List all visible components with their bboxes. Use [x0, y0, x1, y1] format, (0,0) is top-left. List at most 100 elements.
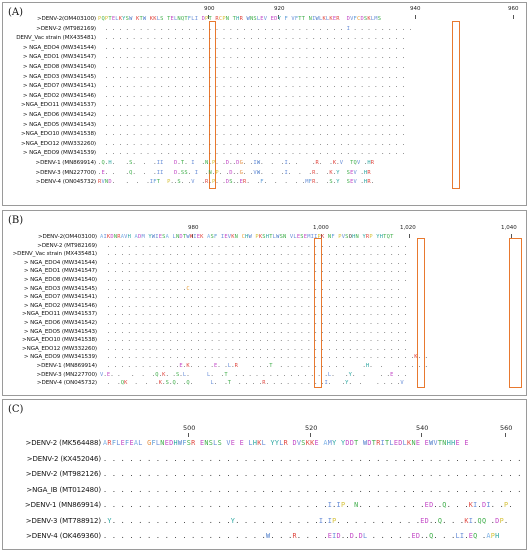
sequence-residues: . . . . . . . . . . . . . . . . . . . . … — [104, 54, 406, 61]
sequence-residues: . . . . . . . . . . .E.K. . . .E. .L.R .… — [106, 363, 429, 369]
sequence-name: > NGA_EDO5 (MW341543) — [23, 328, 97, 335]
sequence-name: >DENV-3 (MN227700) — [36, 371, 98, 378]
position-tick: 1,000 — [313, 225, 329, 231]
sequence-residues: PQPTELKYSW KTW KKLS TELNQTFLI DPT RCPN T… — [98, 16, 382, 22]
sequence-residues: . . . . . . . . . . . . . . . . . . . . … — [104, 73, 406, 80]
sequence-name: >NGA_EDO12 (MW332260) — [21, 140, 96, 147]
tick-mark — [511, 234, 512, 238]
sequence-row: > NGA_EDO8 (MW341540) . . . . . . . . . … — [3, 276, 524, 284]
sequence-name: >DENV-2 (MK564488) — [25, 439, 101, 447]
sequence-row: >DENV-3 (MT788912) .Y. . . . . . . . . . … — [3, 516, 524, 527]
sequence-row: >DENV-1 (MN869914) .Q.H. .S. . .II D.T. I… — [3, 159, 524, 167]
sequence-residues: . . . . . . . . . . . .C. . . . . . . . … — [106, 285, 401, 292]
sequence-name: >DENV-2 (MT982169) — [37, 242, 97, 249]
sequence-residues: . . . . . . . . . . . . . . . . . . . . … — [106, 242, 408, 249]
sequence-row: >DENV-4 (ON045732) . .QK . . .K.S.Q. .Q.… — [3, 379, 524, 387]
sequence-residues: . . . . . . . . . . . . . . . . . . . . … — [103, 485, 522, 494]
position-tick: 520 — [305, 424, 318, 432]
sequence-row: > NGA_EDO5 (MW341543) . . . . . . . . . … — [3, 121, 524, 129]
sequence-name: >DENV-2 (MT982126) — [25, 470, 101, 478]
sequence-name: >NGA_EDO10 (MW341538) — [22, 337, 97, 344]
sequence-residues: . . . . . . . . . . . . . . . . . . . . … — [103, 501, 513, 509]
highlight-box — [209, 21, 216, 189]
sequence-name: >NGA_EDO12 (MW332260) — [22, 345, 97, 352]
position-tick: 940 — [410, 6, 421, 12]
sequence-name: >DENV-2(OM403100) — [37, 234, 97, 240]
sequence-row: >DENV-2 (KX452046). . . . . . . . . . . … — [3, 454, 524, 465]
sequence-residues: RVND. . . .IFT P..S. .V .R.P. .DS..ER. .… — [98, 179, 375, 186]
sequence-name: > NGA_EDO5 (MW341543) — [22, 121, 96, 128]
sequence-name: >DENV-4 (ON045732) — [35, 179, 96, 186]
sequence-residues: . . . . . . . . . . . . . . . . . . . . … — [106, 268, 408, 275]
sequence-residues: . . . . . . . . . . . . . . . . . . . . … — [106, 277, 408, 283]
highlight-box — [509, 238, 522, 388]
sequence-residues: . . . . . . . . . . . . . . . . . . . . … — [103, 470, 522, 478]
sequence-residues: . . . . . . . . . . . . . . . . . . . . … — [106, 345, 408, 352]
sequence-row: >NGA_EDO11 (MW341537) . . . . . . . . . … — [3, 310, 524, 318]
sequence-row: > NGA_EDO6 (MW341542) . . . . . . . . . … — [3, 319, 524, 327]
sequence-row: > NGA_EDO6 (MW341542) . . . . . . . . . … — [3, 111, 524, 119]
sequence-residues: . . . . . . . . . . . . . . . . . . . . … — [106, 328, 408, 335]
tick-mark — [321, 234, 322, 238]
sequence-residues: . . . . . . . . . . . . . . . . . . . . … — [104, 92, 406, 99]
sequence-row: > NGA_EDO9 (MW341539) . . . . . . . . . … — [3, 149, 524, 157]
sequence-residues: V.E. . . . .Q.K. .S.L. L. .T . . . . . .… — [100, 371, 408, 378]
highlight-box — [452, 21, 460, 189]
sequence-name: >DENV-1 (MN869914) — [35, 160, 97, 166]
sequence-row: >DENV-2 (MK564488) ARFLEFEAL GFLNEDHWFSR … — [3, 438, 524, 449]
sequence-row: > NGA_EDO5 (MW341543) . . . . . . . . . … — [3, 328, 524, 336]
sequence-name: > NGA_EDO1 (MW341547) — [22, 54, 96, 61]
sequence-residues: . . . . . . . . . . . . . . . . . . . . … — [106, 320, 408, 326]
sequence-row: >NGA_IB (MT012480). . . . . . . . . . . … — [3, 485, 524, 496]
sequence-residues: .Q.H. .S. . .II D.T. I .N.P. .D..DG. .IW… — [98, 160, 375, 166]
alignment-panel-c: (C) 500 520 540 560 >DENV-2 (MK564488) AR… — [2, 399, 527, 550]
sequence-name: >NGA_EDO11 (MW341537) — [21, 102, 96, 109]
tick-mark — [415, 15, 416, 19]
sequence-residues: . . . . . . . . . . . . . . . . . . . . … — [104, 44, 406, 51]
tick-mark — [513, 15, 514, 19]
sequence-name: >NGA_EDO11 (MW341537) — [22, 311, 97, 318]
sequence-row: >DENV-4 (ON045732) RVND. . . .IFT P..S. .… — [3, 178, 524, 186]
sequence-name: >DENV-2 (KX452046) — [26, 454, 101, 463]
sequence-row: >DENV-2(OM403100) AIKDNRAVH ADM YWIESA LN… — [3, 233, 524, 241]
sequence-residues: . . . . . . . . . . . . . . . . . . . . … — [106, 251, 408, 258]
tick-mark — [278, 15, 279, 19]
sequence-row: > NGA_EDO7 (MW341541) . . . . . . . . . … — [3, 82, 524, 90]
tick-mark — [421, 433, 422, 437]
sequence-row: > NGA_EDO8 (MW341540) . . . . . . . . . … — [3, 63, 524, 71]
sequence-row: > NGA_EDO7 (MW341541) . . . . . . . . . … — [3, 293, 524, 301]
alignment-panel-a: (A) 900 920 940 960 >DENV-2(OM403100) PQP… — [2, 2, 527, 206]
sequence-residues: . . . . . . . . . . . . . . . . . . . . … — [104, 150, 406, 157]
sequence-name: > NGA_EDO4 (MW341544) — [22, 44, 96, 51]
sequence-residues: . . . . . . . . . . . . . . . . . . . . … — [104, 102, 406, 109]
sequence-row: > NGA_EDO4 (MW341544) . . . . . . . . . … — [3, 259, 524, 267]
sequence-residues: AIKDNRAVH ADM YWIESA LNDTWKIEK ASF IEVKN… — [100, 234, 394, 240]
sequence-row: >NGA_EDO11 (MW341537) . . . . . . . . . … — [3, 101, 524, 109]
sequence-row: > NGA_EDO2 (MW341546) . . . . . . . . . … — [3, 302, 524, 310]
sequence-residues: . . . . . . . . . . . . . . . . . . . . … — [106, 311, 408, 318]
sequence-row: >DENV-1 (MN869914). . . . . . . . . . . … — [3, 500, 524, 511]
sequence-residues: . . . . . . . . . . . . . . . . . . . . … — [106, 302, 408, 309]
sequence-name: DENV_Vac strain (MX435481) — [16, 35, 96, 42]
sequence-residues: . . . . . . . . . . . . . . . . . . . . … — [104, 35, 406, 42]
sequence-row: >DENV-1 (MN869914) . . . . . . . . . . .… — [3, 362, 524, 370]
position-tick: 980 — [188, 225, 199, 231]
tick-mark — [208, 15, 209, 19]
sequence-row: >NGA_EDO12 (MW332260) . . . . . . . . . … — [3, 140, 524, 148]
position-tick: 920 — [274, 6, 285, 12]
sequence-row: DENV_Vac strain (MX435481) . . . . . . .… — [3, 34, 524, 42]
sequence-name: > NGA_EDO2 (MW341546) — [22, 92, 96, 99]
sequence-name: > NGA_EDO1 (MW341547) — [23, 268, 97, 275]
sequence-row: >DENV-2 (MT982169) . . . . . . . . . . .… — [3, 25, 524, 33]
sequence-row: > NGA_EDO1 (MW341547) . . . . . . . . . … — [3, 53, 524, 61]
sequence-residues: . . . . . . . . . . . . . . . . . . . . … — [104, 121, 406, 128]
sequence-name: >NGA_EDO10 (MW341538) — [21, 131, 96, 138]
panel-label: (A) — [8, 7, 24, 18]
sequence-name: >DENV-3 (MT788912) — [25, 516, 101, 525]
sequence-name: > NGA_EDO9 (MW341539) — [23, 354, 97, 361]
sequence-name: >DENV-4 (ON045732) — [36, 380, 97, 387]
sequence-row: >NGA_EDO12 (MW332260) . . . . . . . . . … — [3, 345, 524, 353]
sequence-residues: . . . . . . . . . . . . . . . . . . . . … — [103, 454, 522, 463]
highlight-box — [417, 238, 425, 388]
sequence-row: >DENV-4 (OK469360). . . . . . . . . . . … — [3, 531, 524, 542]
